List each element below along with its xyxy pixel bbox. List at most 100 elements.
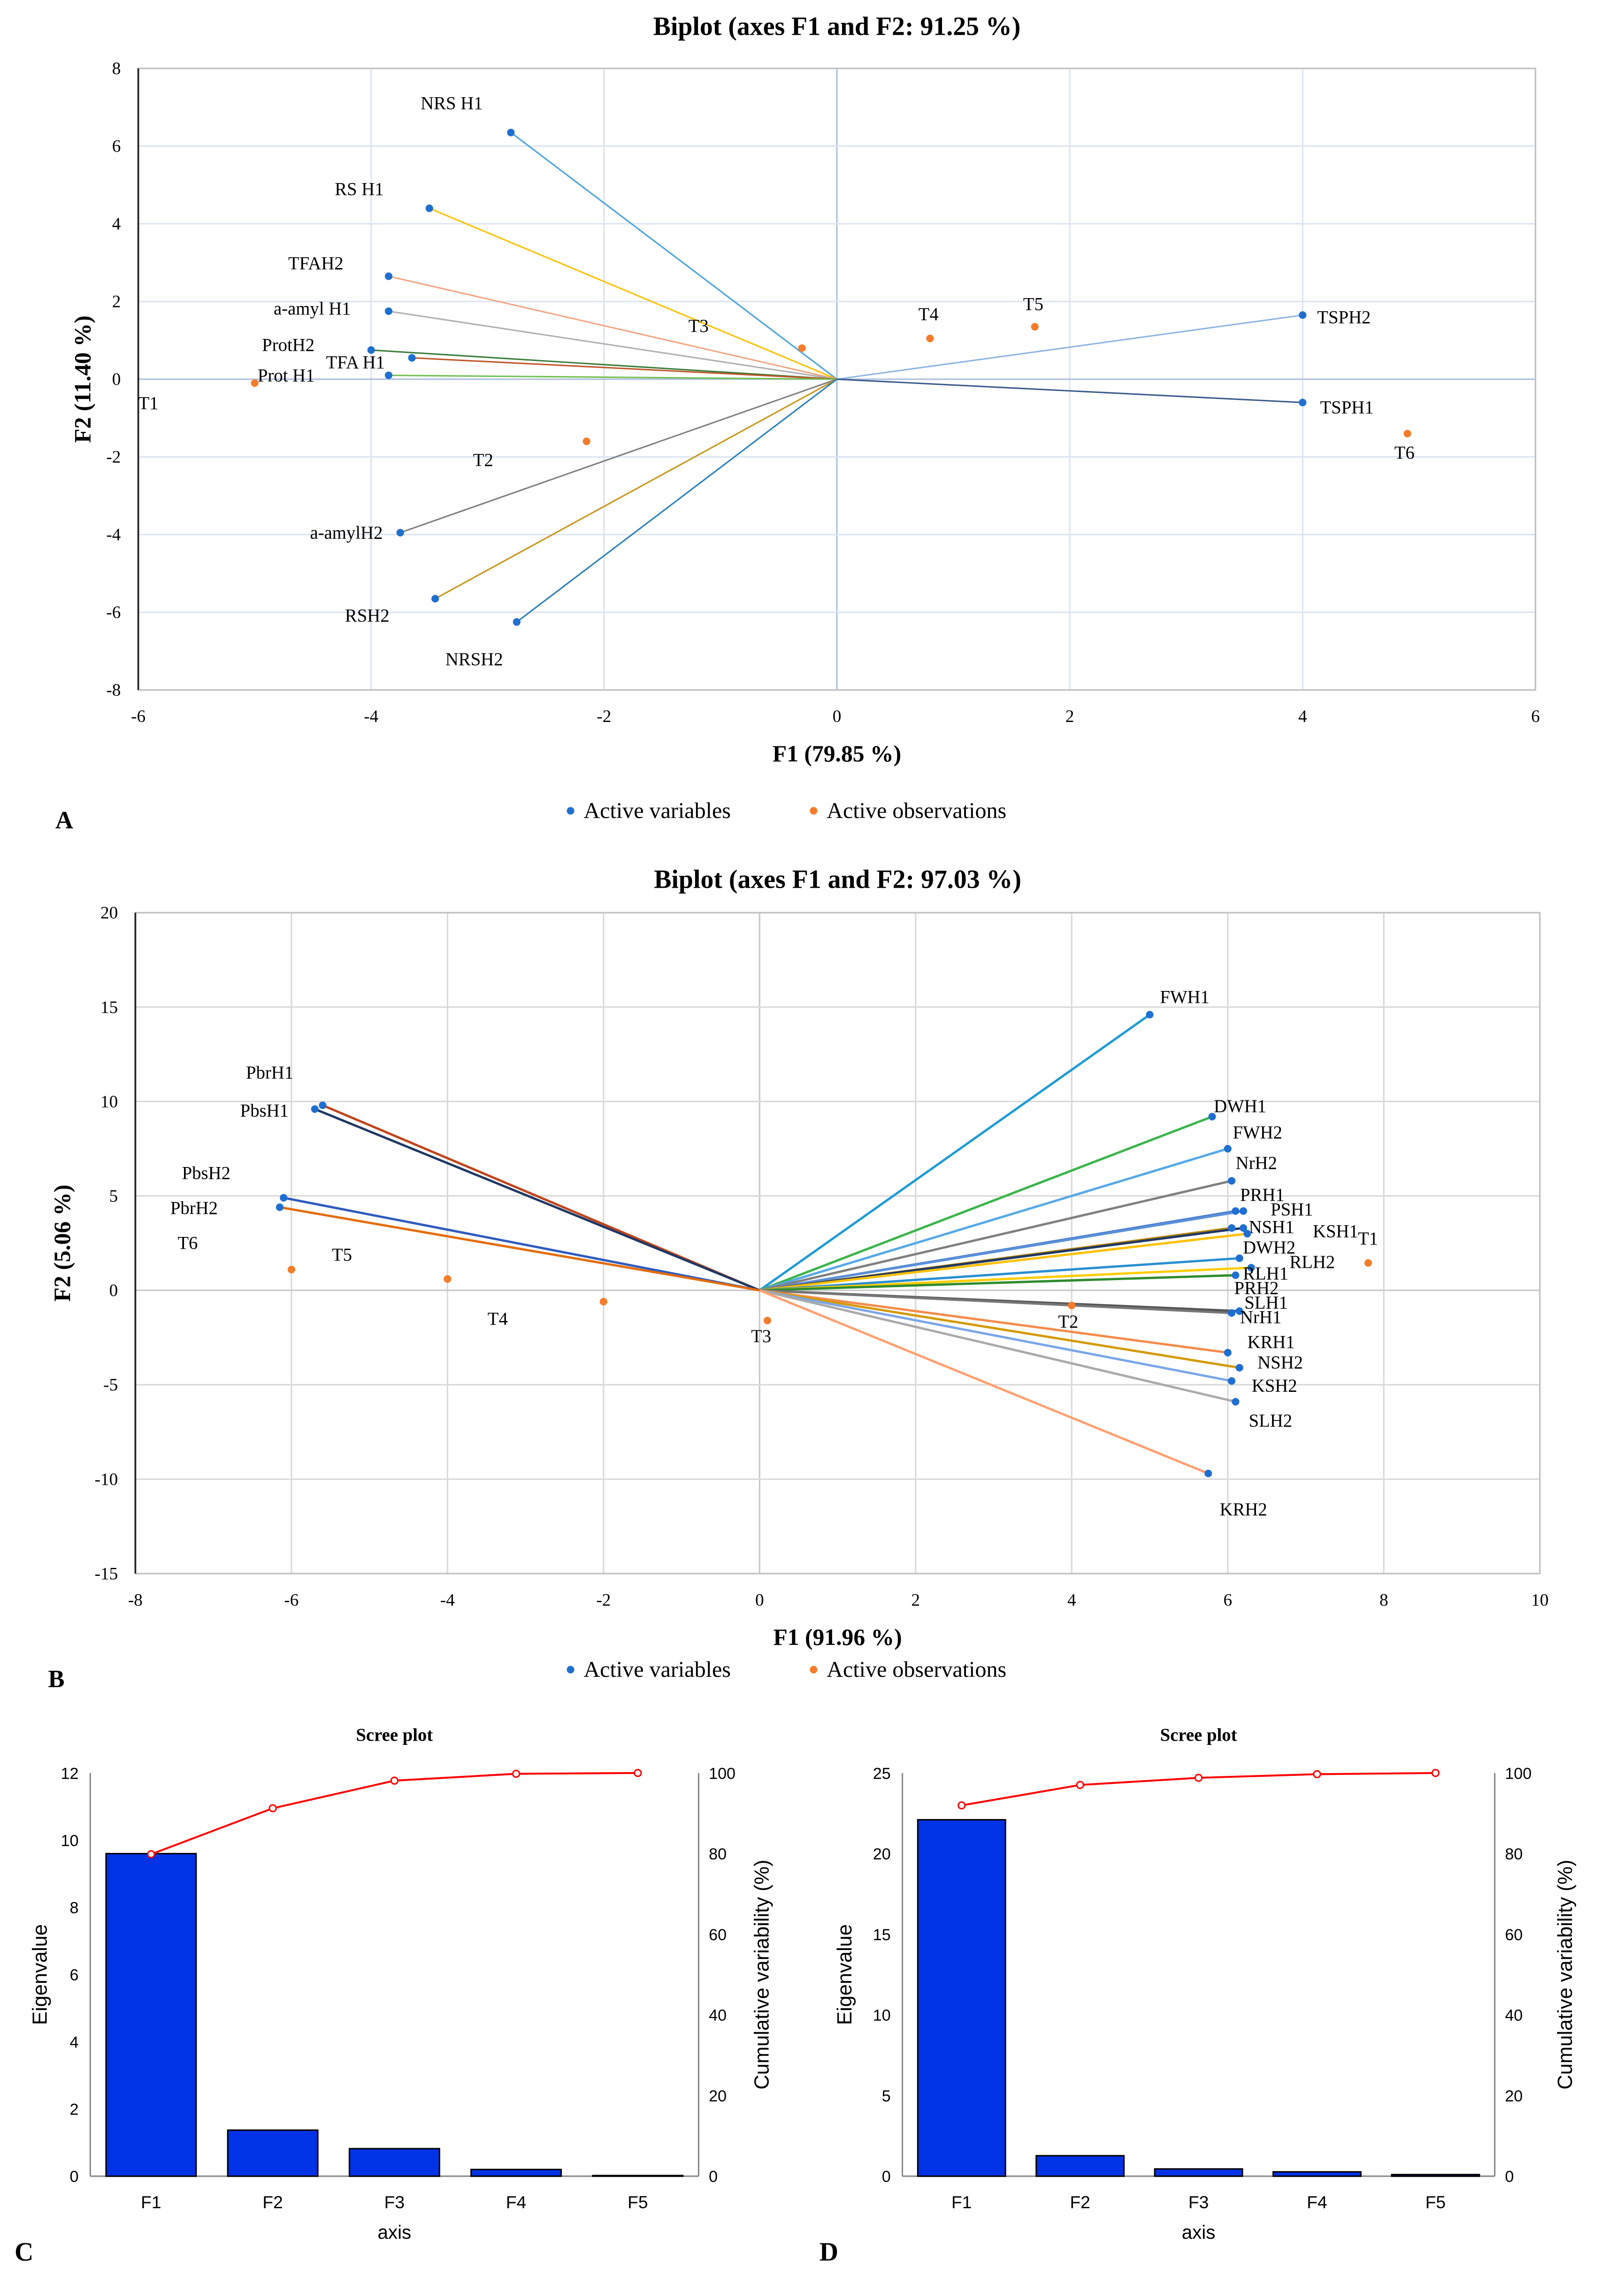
y-tick-label: -2: [106, 448, 121, 467]
observation-point-t5: [1031, 323, 1039, 331]
cumulative-point-f5: [634, 1769, 642, 1777]
observation-point-t5: [444, 1275, 452, 1283]
y-tick-label: 4: [70, 2034, 79, 2051]
observation-label-t3: T3: [689, 316, 709, 336]
cumulative-point-f3: [390, 1776, 399, 1785]
y-tick-label: 0: [112, 370, 121, 389]
cumulative-point-f5: [1431, 1769, 1440, 1777]
bar-f5: [592, 2174, 684, 2177]
variable-vector-pbsh1: [314, 1108, 760, 1291]
y2-tick-label: 0: [709, 2168, 718, 2186]
variable-point-prot-h1: [384, 371, 393, 379]
variable-vector-psh1: [759, 1210, 1244, 1292]
x-tick-label: 2: [912, 1590, 920, 1610]
variable-point-ksh1: [1239, 1224, 1248, 1232]
y-tick-label: -5: [103, 1375, 118, 1395]
variable-point-nrs-h1: [507, 129, 515, 137]
variable-vector-prh2: [759, 1274, 1236, 1292]
biplot-a: Biplot (axes F1 and F2: 91.25 %) -6 -4 -2 0 2…: [69, 12, 1540, 823]
observation-point-t4: [599, 1298, 607, 1305]
bar-f2: [1035, 2155, 1125, 2177]
observation-label-t5: T5: [1023, 294, 1043, 314]
variable-vector-tsph1: [836, 378, 1303, 403]
y-tick-label: -4: [106, 525, 121, 545]
variable-label-nrh1: NrH1: [1240, 1307, 1281, 1328]
panel-letter-d: D: [820, 2238, 838, 2267]
legend: Active variables Active observations: [567, 799, 1006, 823]
variable-label-slh1: SLH1: [1244, 1293, 1288, 1313]
y2-tick-label: 40: [709, 2007, 727, 2025]
y-tick-label: 15: [873, 1926, 891, 1944]
variable-label-tfah2: TFAH2: [288, 253, 344, 274]
y-tick-label: 2: [112, 292, 121, 312]
variable-vector-dwh1: [759, 1115, 1213, 1292]
bar-f3: [1154, 2168, 1243, 2177]
bar-f4: [1272, 2171, 1362, 2177]
cumulative-point-f1: [958, 1801, 966, 1810]
variable-label-proth2: ProtH2: [262, 335, 314, 355]
cumulative-point-f2: [1076, 1781, 1084, 1789]
variable-label-rlh2: RLH2: [1289, 1252, 1335, 1272]
x-tick-label: 0: [755, 1590, 764, 1610]
variable-vector-krh1: [759, 1289, 1228, 1354]
legend-variables-label: Active variables: [583, 1657, 731, 1682]
observation-label-t2: T2: [473, 450, 493, 470]
scree-plot-d: Scree plot 0 5 10 15 20 25 0 20 40 60 80 100 F1 F2 F3 F4…: [834, 1725, 1577, 2243]
variable-point-fwh1: [1146, 1011, 1154, 1019]
bar-f3: [348, 2148, 440, 2177]
variable-vector-slh2: [759, 1289, 1236, 1403]
variable-point-psh1: [1239, 1207, 1248, 1215]
y2-tick-label: 0: [1505, 2168, 1514, 2186]
cumulative-point-f4: [512, 1769, 521, 1778]
variable-vector-rs-h1: [429, 207, 837, 380]
x-tick-label: 4: [1298, 707, 1307, 726]
cumulative-point-f2: [268, 1804, 277, 1812]
x-tick-label: -2: [596, 1590, 611, 1610]
x-tick-label: F2: [1070, 2192, 1090, 2212]
observation-point-t1: [1364, 1259, 1372, 1267]
x-tick-label: F2: [262, 2192, 283, 2212]
observation-label-t2: T2: [1058, 1312, 1078, 1332]
y2-tick-label: 40: [1505, 2007, 1523, 2025]
observation-label-t3: T3: [751, 1326, 771, 1346]
x-tick-label: F4: [1307, 2192, 1327, 2212]
observation-label-t5: T5: [332, 1244, 352, 1265]
variable-point-slh1: [1235, 1307, 1243, 1315]
variable-point-tfah2: [384, 272, 393, 280]
variable-vector-fwh2: [759, 1147, 1228, 1292]
y-tick-label: 15: [100, 998, 118, 1017]
observation-label-t1: T1: [138, 393, 159, 413]
variable-label-slh2: SLH2: [1249, 1411, 1293, 1431]
cumulative-point-f4: [1313, 1770, 1321, 1779]
variable-label-tfa-h1: TFA H1: [326, 353, 385, 373]
observation-point-t2: [1068, 1301, 1076, 1309]
x-axis-title: axis: [1182, 2222, 1216, 2243]
variable-label-tsph2: TSPH2: [1317, 307, 1371, 327]
variable-label-fwh1: FWH1: [1160, 987, 1209, 1007]
y-tick-label: 20: [100, 904, 118, 923]
y-axis-title: F2 (5.06 %): [49, 1184, 75, 1301]
variable-label-pbrh2: PbrH2: [170, 1198, 218, 1218]
variable-vector-nrs-h1: [510, 132, 837, 380]
legend-observations-marker: [810, 1666, 818, 1674]
x-tick-label: 6: [1223, 1590, 1232, 1610]
variable-point-dwh2: [1243, 1229, 1251, 1238]
y-tick-label: 6: [70, 1966, 79, 1984]
variable-point-rsh2: [431, 595, 439, 603]
variable-label-a-amylh2: a-amylH2: [310, 522, 383, 543]
x-tick-label: F5: [628, 2192, 648, 2212]
panel-letter-b: B: [48, 1666, 64, 1693]
chart-title: Biplot (axes F1 and F2: 91.25 %): [653, 12, 1021, 41]
variable-point-tfa-h1: [408, 354, 416, 362]
x-tick-label: F3: [1188, 2192, 1209, 2212]
x-tick-label: 4: [1067, 1590, 1076, 1610]
cumulative-point-f3: [1194, 1774, 1203, 1782]
cumulative-point-f1: [147, 1850, 155, 1858]
x-tick-label: 10: [1531, 1590, 1548, 1610]
y-tick-label: 10: [873, 2007, 891, 2025]
x-tick-label: 8: [1379, 1590, 1388, 1610]
variable-vector-a-amyl-h1: [388, 310, 837, 380]
y-tick-label: 0: [70, 2168, 79, 2186]
variable-label-dwh2: DWH2: [1243, 1237, 1295, 1258]
bar-f1: [917, 1819, 1006, 2177]
